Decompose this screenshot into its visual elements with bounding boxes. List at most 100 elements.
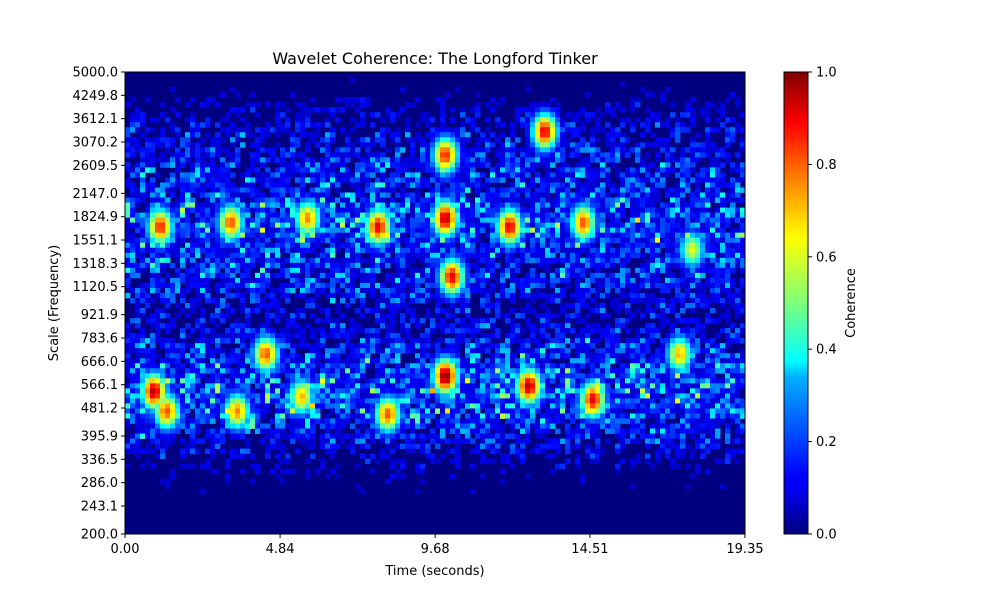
heatmap-cell — [595, 323, 601, 329]
heatmap-cell — [515, 222, 521, 229]
heatmap-cell — [465, 242, 471, 249]
heatmap-cell — [340, 297, 346, 304]
heatmap-cell — [455, 177, 461, 183]
heatmap-cell — [515, 358, 521, 364]
heatmap-cell — [495, 303, 501, 309]
heatmap-cell — [730, 232, 736, 239]
heatmap-cell — [625, 338, 631, 344]
heatmap-cell — [150, 147, 156, 153]
heatmap-cell — [165, 137, 171, 143]
heatmap-cell — [570, 147, 576, 153]
heatmap-cell — [545, 252, 551, 259]
heatmap-cell — [685, 343, 691, 349]
heatmap-cell — [190, 363, 196, 369]
heatmap-cell — [630, 217, 636, 224]
heatmap-cell — [270, 217, 276, 224]
heatmap-cell — [735, 333, 741, 339]
heatmap-cell — [420, 147, 426, 153]
heatmap-cell — [395, 182, 401, 188]
heatmap-cell — [475, 147, 481, 153]
heatmap-cell — [275, 112, 281, 118]
heatmap-cell — [225, 227, 231, 234]
heatmap-cell — [560, 137, 566, 143]
heatmap-cell — [230, 142, 236, 148]
heatmap-cell — [735, 247, 741, 254]
heatmap-cell — [625, 152, 631, 158]
heatmap-cell — [425, 177, 431, 183]
heatmap-cell — [175, 272, 181, 279]
heatmap-cell — [245, 333, 251, 339]
heatmap-cell — [610, 112, 616, 118]
heatmap-cell — [460, 192, 466, 198]
heatmap-cell — [375, 267, 381, 274]
heatmap-cell — [690, 237, 696, 244]
heatmap-cell — [585, 277, 591, 284]
heatmap-cell — [510, 197, 516, 203]
heatmap-cell — [640, 277, 646, 284]
heatmap-cell — [295, 232, 301, 239]
heatmap-cell — [280, 177, 286, 183]
heatmap-cell — [205, 328, 211, 334]
heatmap-cell — [650, 292, 656, 299]
heatmap-cell — [225, 338, 231, 344]
heatmap-cell — [405, 257, 411, 264]
heatmap-cell — [195, 232, 201, 239]
heatmap-cell — [205, 257, 211, 264]
heatmap-cell — [585, 343, 591, 349]
heatmap-cell — [130, 127, 136, 133]
heatmap-cell — [520, 227, 526, 234]
heatmap-cell — [650, 363, 656, 369]
heatmap-cell — [700, 212, 706, 219]
heatmap-cell — [495, 343, 501, 349]
heatmap-cell — [365, 287, 371, 294]
heatmap-cell — [560, 252, 566, 259]
heatmap-cell — [270, 242, 276, 249]
heatmap-cell — [590, 152, 596, 158]
heatmap-cell — [600, 242, 606, 249]
heatmap-cell — [335, 157, 341, 163]
heatmap-cell — [555, 207, 561, 214]
heatmap-cell — [505, 242, 511, 249]
heatmap-cell — [370, 207, 376, 214]
heatmap-cell — [425, 292, 431, 299]
heatmap-cell — [540, 202, 546, 208]
heatmap-cell — [590, 127, 596, 133]
heatmap-cell — [505, 142, 511, 148]
heatmap-cell — [260, 363, 266, 369]
heatmap-cell — [240, 247, 246, 254]
heatmap-cell — [290, 152, 296, 158]
heatmap-cell — [150, 217, 156, 224]
heatmap-cell — [670, 358, 676, 364]
heatmap-cell — [645, 242, 651, 249]
heatmap-cell — [450, 338, 456, 344]
heatmap-cell — [625, 267, 631, 274]
heatmap-cell — [255, 297, 261, 304]
heatmap-cell — [360, 212, 366, 219]
heatmap-cell — [705, 167, 711, 173]
heatmap-cell — [375, 112, 381, 118]
heatmap-cell — [530, 167, 536, 173]
heatmap-cell — [555, 117, 561, 123]
heatmap-cell — [385, 257, 391, 264]
heatmap-cell — [665, 237, 671, 244]
heatmap-cell — [130, 182, 136, 188]
heatmap-cell — [725, 333, 731, 339]
heatmap-cell — [710, 262, 716, 269]
heatmap-cell — [145, 303, 151, 309]
heatmap-cell — [370, 187, 376, 193]
heatmap-cell — [320, 353, 326, 359]
heatmap-cell — [540, 102, 546, 108]
heatmap-cell — [485, 142, 491, 148]
heatmap-cell — [290, 267, 296, 274]
heatmap-cell — [650, 282, 656, 289]
heatmap-cell — [240, 237, 246, 244]
heatmap-cell — [425, 242, 431, 249]
heatmap-cell — [320, 172, 326, 178]
heatmap-cell — [335, 343, 341, 349]
heatmap-cell — [425, 257, 431, 264]
heatmap-cell — [525, 257, 531, 264]
heatmap-cell — [520, 313, 526, 319]
heatmap-cell — [225, 172, 231, 178]
heatmap-cell — [415, 237, 421, 244]
heatmap-cell — [160, 343, 166, 349]
